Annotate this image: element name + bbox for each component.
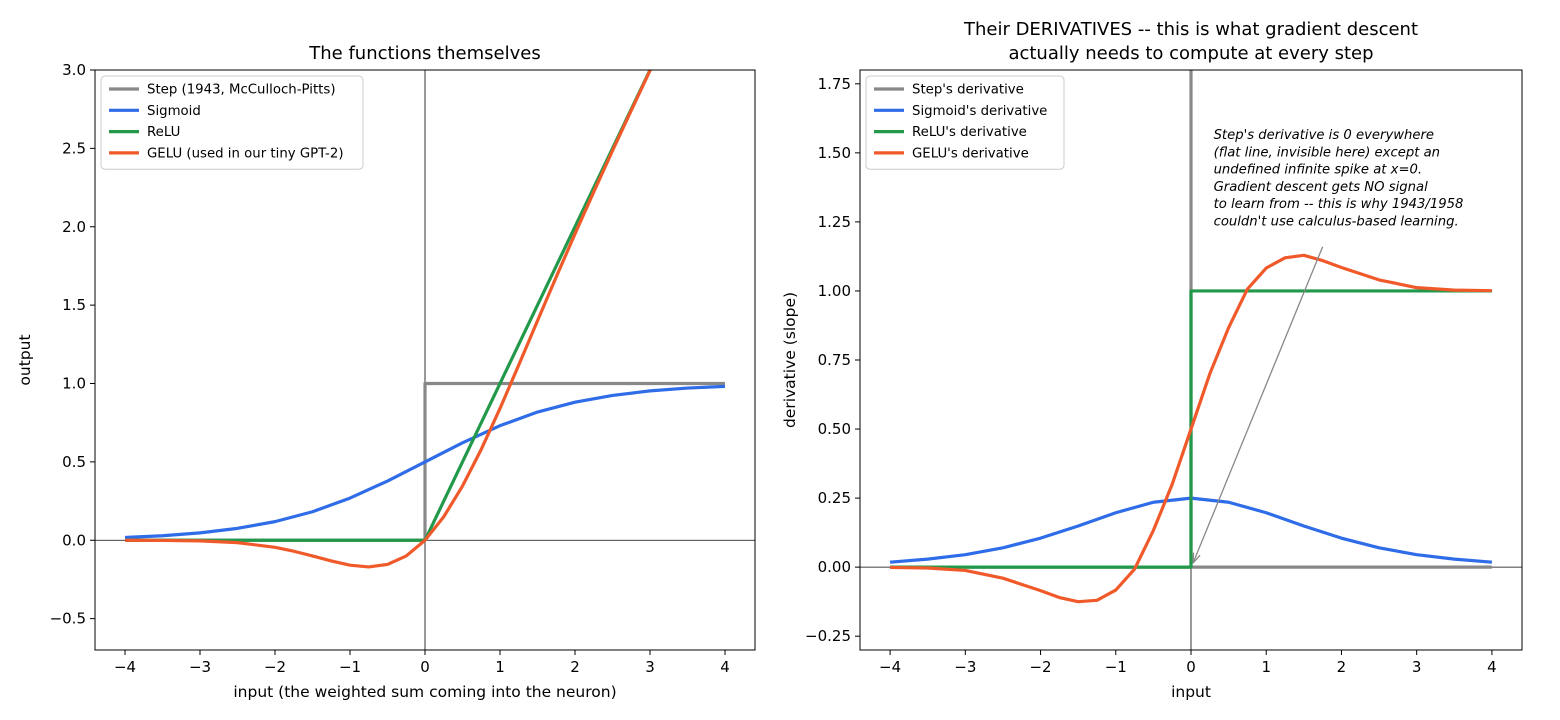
chart-derivatives: Step's derivative is 0 everywhere (flat l… <box>781 19 1523 701</box>
chart-title: The functions themselves <box>308 43 540 64</box>
x-tick-label: −4 <box>114 658 136 676</box>
x-tick-label: −2 <box>264 658 286 676</box>
x-axis-label: input (the weighted sum coming into the … <box>233 683 616 701</box>
annotation: Step's derivative is 0 everywhere (flat l… <box>1192 128 1464 564</box>
x-tick-label: 0 <box>420 658 430 676</box>
x-tick-label: −1 <box>339 658 361 676</box>
x-tick-label: −2 <box>1029 658 1051 676</box>
y-tick-label: 1.0 <box>62 375 86 393</box>
y-tick-label: 0.75 <box>818 351 851 369</box>
y-tick-label: 1.25 <box>818 213 851 231</box>
x-tick-label: 4 <box>1487 658 1497 676</box>
y-tick-label: −0.5 <box>50 610 86 628</box>
series-line-3 <box>124 70 653 569</box>
x-tick-label: 2 <box>1337 658 1347 676</box>
legend-box <box>100 75 364 170</box>
y-tick-label: 2.5 <box>62 139 86 157</box>
x-tick-label: −1 <box>1105 658 1127 676</box>
y-tick-label: 1.50 <box>818 144 851 162</box>
y-tick-label: 2.0 <box>62 218 86 236</box>
legend: Step (1943, McCulloch-Pitts) Sigmoid ReLU G… <box>100 75 364 170</box>
legend-entry: GELU's derivative <box>912 146 1029 161</box>
legend-entry: Step's derivative <box>912 83 1024 98</box>
x-tick-label: −3 <box>189 658 211 676</box>
series-line-3 <box>890 253 1492 604</box>
x-tick-label: 1 <box>1261 658 1271 676</box>
y-tick-label: 1.75 <box>818 75 851 93</box>
y-tick-label: 0.50 <box>818 420 851 438</box>
legend-entry: GELU (used in our tiny GPT-2) <box>147 146 344 161</box>
x-tick-label: 1 <box>495 658 505 676</box>
annotation-arrowhead <box>1192 552 1201 564</box>
chart-title: Their DERIVATIVES -- this is what gradie… <box>963 19 1418 64</box>
y-tick-label: 0.25 <box>818 489 851 507</box>
legend-entry: Sigmoid's derivative <box>912 104 1047 119</box>
x-tick-label: 0 <box>1186 658 1196 676</box>
series-line-1 <box>124 384 726 540</box>
x-tick-label: 3 <box>1412 658 1422 676</box>
x-tick-label: 4 <box>720 658 730 676</box>
y-tick-label: 0.00 <box>818 558 851 576</box>
legend-entry: Step (1943, McCulloch-Pitts) <box>147 83 336 98</box>
y-axis-label: output <box>16 334 34 385</box>
y-tick-label: −0.25 <box>805 627 851 645</box>
y-tick-label: 3.0 <box>62 61 86 79</box>
x-tick-label: −3 <box>954 658 976 676</box>
y-axis-label: derivative (slope) <box>781 292 799 428</box>
legend-box <box>865 75 1065 170</box>
x-tick-label: 3 <box>645 658 655 676</box>
y-tick-label: 0.0 <box>62 531 86 549</box>
x-axis-label: input <box>1171 683 1211 701</box>
annotation-text: Step's derivative is 0 everywhere (flat l… <box>1214 128 1464 230</box>
y-tick-label: 0.5 <box>62 453 86 471</box>
legend-entry: ReLU <box>147 125 180 140</box>
legend-entry: ReLU's derivative <box>912 125 1027 140</box>
y-tick-label: 1.5 <box>62 296 86 314</box>
x-tick-label: 2 <box>570 658 580 676</box>
y-tick-label: 1.00 <box>818 282 851 300</box>
chart-functions: −4 −3 −2 −1 0 1 2 3 4 −0.5 0.0 0.5 1.0 1.5 2.0 2.5 3.0 in… <box>16 43 756 701</box>
annotation-arrow <box>1192 246 1324 564</box>
legend-entry: Sigmoid <box>147 104 201 119</box>
x-tick-label: −4 <box>879 658 901 676</box>
legend: Step's derivative Sigmoid's derivative ReL… <box>865 75 1065 170</box>
